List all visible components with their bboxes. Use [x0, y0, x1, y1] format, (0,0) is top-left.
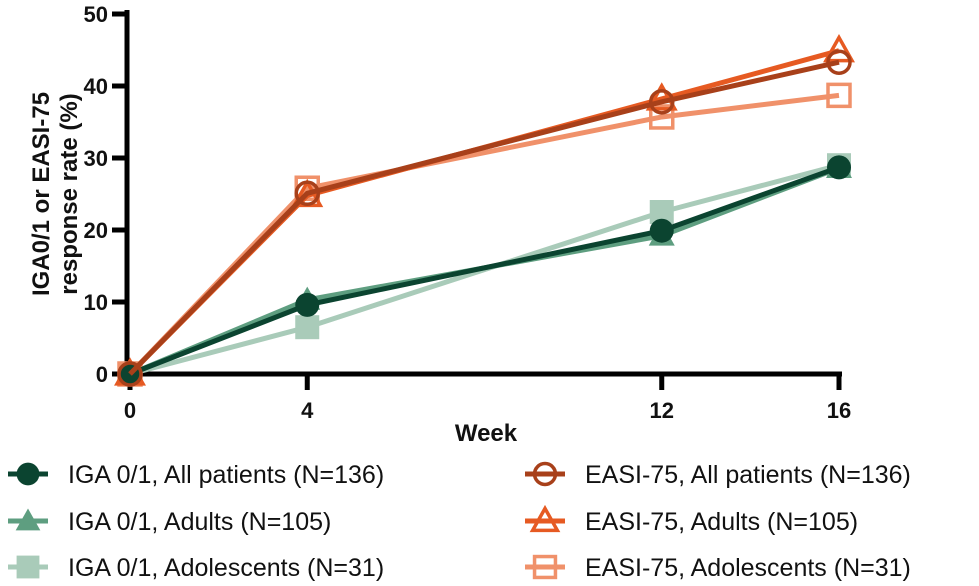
y-tick-label: 10 [84, 290, 108, 315]
legend-item: EASI-75, Adults (N=105) [525, 504, 858, 536]
series-line [129, 165, 840, 377]
data-point [649, 89, 675, 115]
y-tick-label: 30 [84, 146, 108, 171]
data-point [295, 315, 320, 340]
legend: IGA 0/1, All patients (N=136) IGA 0/1, Ad… [8, 461, 911, 582]
legend-marker-icon [15, 508, 41, 531]
y-axis-title-line-1: IGA0/1 or EASI-75 [28, 92, 55, 296]
legend-item: EASI-75, Adolescents (N=31) [525, 554, 911, 582]
legend-marker-icon [532, 461, 558, 487]
x-tick-label: 16 [827, 398, 851, 423]
data-point [649, 218, 674, 243]
legend-label: EASI-75, Adolescents (N=31) [585, 554, 911, 582]
data-point [826, 49, 852, 75]
data-point [823, 33, 855, 63]
y-axis-title-line-2: response rate (%) [56, 93, 83, 294]
x-tick-label: 0 [124, 398, 136, 423]
series-line [128, 48, 840, 376]
x-tick-label: 12 [650, 398, 674, 423]
legend-marker-icon [529, 504, 561, 533]
legend-label: EASI-75, Adults (N=105) [585, 508, 858, 536]
legend-item: IGA 0/1, Adults (N=105) [8, 508, 331, 536]
data-point [645, 82, 678, 111]
series-4 [117, 49, 852, 387]
legend-label: IGA 0/1, All patients (N=136) [68, 461, 384, 489]
y-tick-label: 0 [96, 362, 108, 387]
y-axis-title: IGA0/1 or EASI-75 response rate (%) [28, 92, 83, 296]
data-point [649, 104, 675, 130]
data-point [117, 361, 143, 387]
x-tick-label: 4 [301, 398, 314, 423]
legend-item: EASI-75, All patients (N=136) [525, 461, 911, 489]
legend-label: EASI-75, All patients (N=136) [585, 461, 911, 489]
y-tick-label: 40 [84, 74, 108, 99]
legend-marker-icon [532, 554, 558, 580]
axes: 0 10 20 30 40 50 0 4 12 16 [84, 2, 852, 423]
data-point [827, 155, 851, 180]
legend-label: IGA 0/1, Adults (N=105) [68, 508, 331, 536]
y-tick-label: 20 [84, 218, 108, 243]
legend-item: IGA 0/1, All patients (N=136) [8, 461, 384, 489]
data-point [826, 82, 852, 109]
data-point [295, 292, 320, 317]
legend-item: IGA 0/1, Adolescents (N=31) [8, 554, 384, 582]
series-6 [117, 82, 852, 387]
series-line [128, 59, 840, 376]
series-1 [118, 155, 851, 386]
legend-marker-icon [16, 555, 40, 579]
data-point [294, 180, 320, 207]
legend-marker-icon [16, 462, 40, 486]
legend-label: IGA 0/1, Adolescents (N=31) [68, 554, 384, 582]
series-layer [114, 33, 855, 387]
x-axis-title: Week [455, 420, 518, 447]
y-tick-label: 50 [84, 2, 108, 27]
